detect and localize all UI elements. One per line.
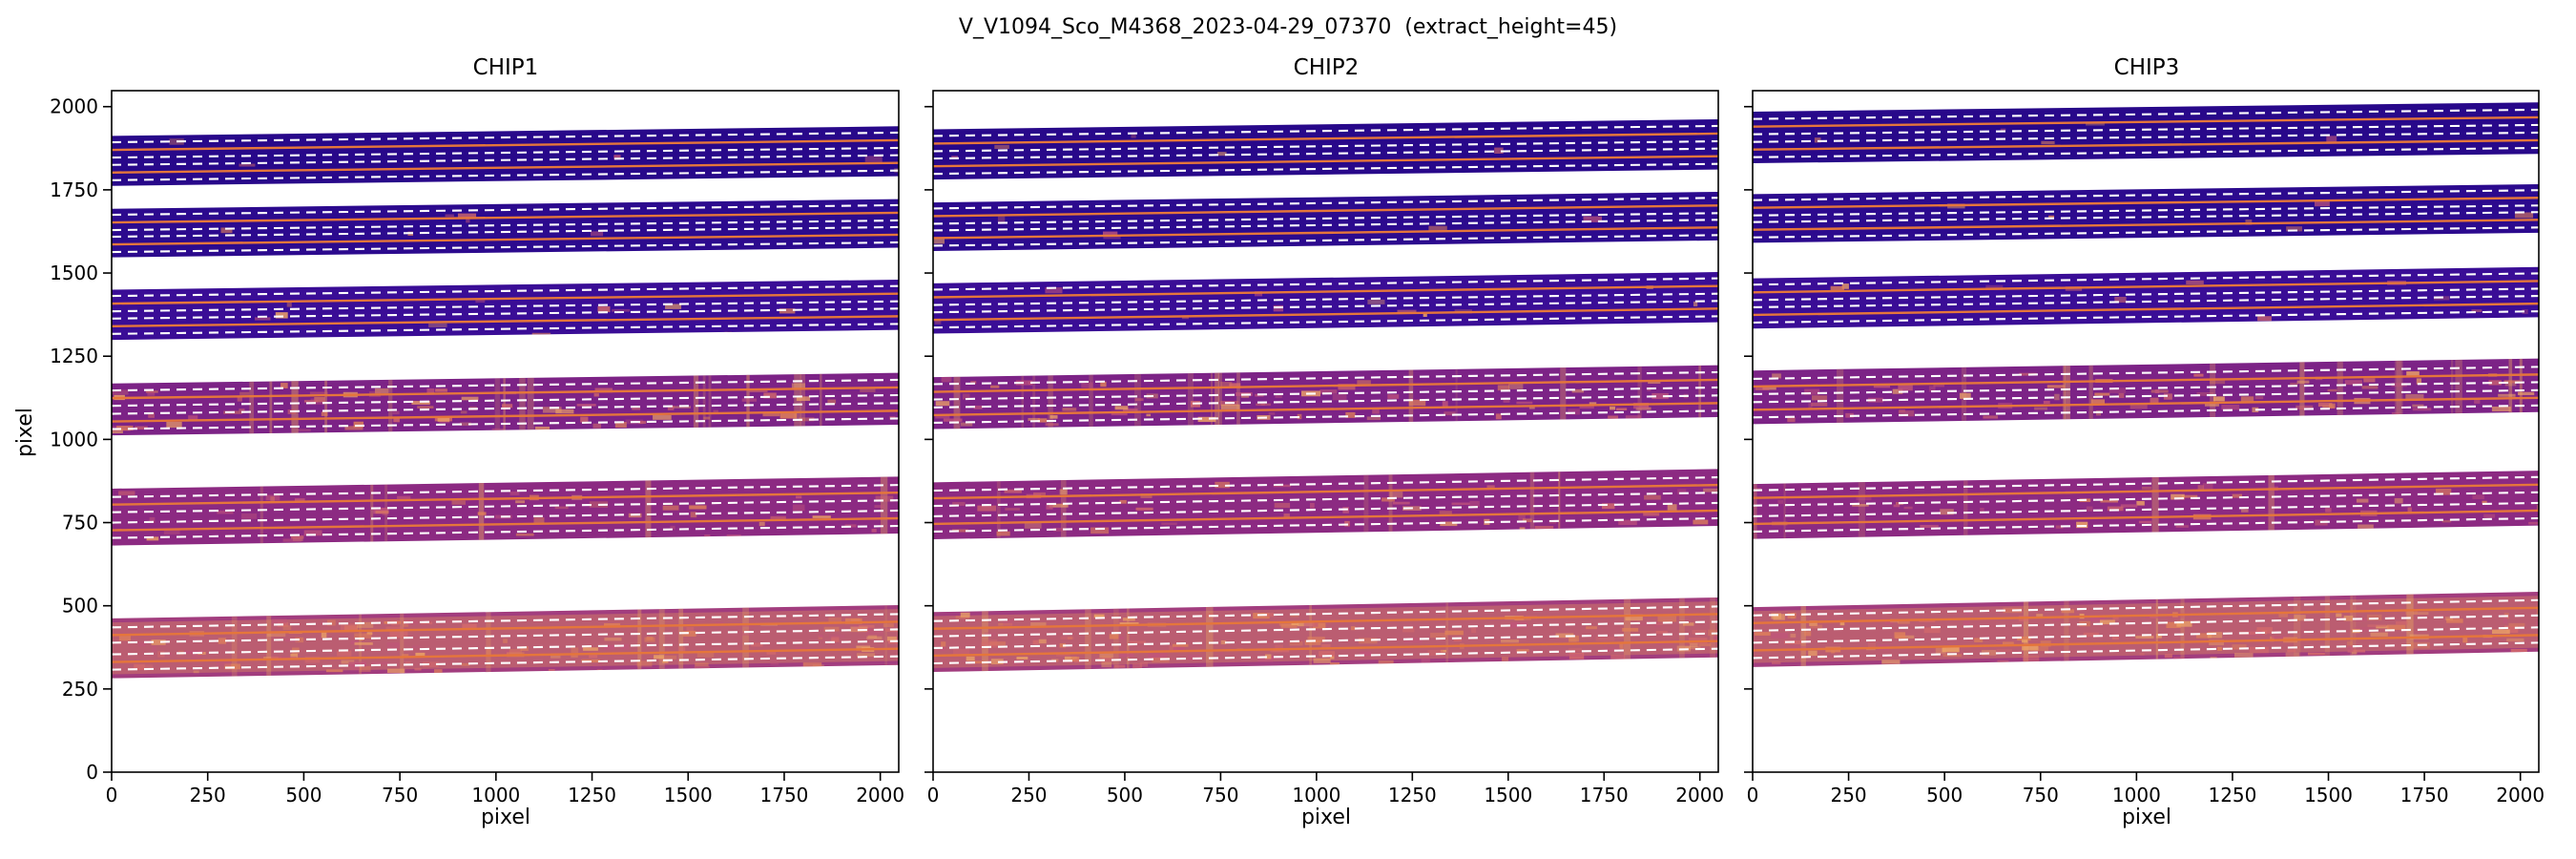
svg-text:2000: 2000: [856, 784, 904, 807]
svg-text:1000: 1000: [2112, 784, 2161, 807]
svg-text:1250: 1250: [1388, 784, 1437, 807]
svg-text:1500: 1500: [664, 784, 713, 807]
svg-text:250: 250: [62, 678, 98, 701]
svg-text:250: 250: [1010, 784, 1047, 807]
svg-text:1000: 1000: [50, 428, 98, 450]
svg-text:1500: 1500: [1484, 784, 1532, 807]
svg-text:1250: 1250: [2208, 784, 2256, 807]
x-axis-label-chip2: pixel: [1300, 806, 1352, 829]
svg-text:0: 0: [927, 784, 940, 807]
svg-text:500: 500: [1107, 784, 1143, 807]
svg-text:1750: 1750: [2400, 784, 2449, 807]
svg-text:500: 500: [62, 595, 98, 618]
svg-text:1250: 1250: [50, 345, 98, 367]
svg-text:750: 750: [62, 512, 98, 534]
svg-text:1750: 1750: [1580, 784, 1629, 807]
svg-text:1750: 1750: [760, 784, 809, 807]
svg-text:1750: 1750: [50, 178, 98, 201]
svg-text:1250: 1250: [568, 784, 616, 807]
svg-text:250: 250: [190, 784, 226, 807]
x-axis-label-chip1: pixel: [480, 806, 531, 829]
panel-title-chip3: CHIP3: [2113, 55, 2180, 80]
svg-text:2000: 2000: [50, 95, 98, 118]
svg-text:250: 250: [1830, 784, 1866, 807]
svg-text:500: 500: [1926, 784, 1963, 807]
svg-text:750: 750: [2023, 784, 2059, 807]
x-axis-label-chip3: pixel: [2121, 806, 2172, 829]
svg-text:2000: 2000: [2496, 784, 2545, 807]
svg-text:1000: 1000: [471, 784, 520, 807]
panel-title-chip1: CHIP1: [472, 55, 539, 80]
panel-title-chip2: CHIP2: [1293, 55, 1360, 80]
svg-text:0: 0: [86, 761, 98, 784]
svg-text:750: 750: [1202, 784, 1238, 807]
svg-text:0: 0: [106, 784, 118, 807]
figure-title: V_V1094_Sco_M4368_2023-04-29_07370 (extr…: [958, 15, 1618, 39]
svg-text:0: 0: [1747, 784, 1759, 807]
svg-text:500: 500: [285, 784, 322, 807]
svg-text:2000: 2000: [1675, 784, 1724, 807]
svg-text:1000: 1000: [1292, 784, 1340, 807]
svg-text:1500: 1500: [50, 262, 98, 284]
svg-text:750: 750: [382, 784, 418, 807]
svg-text:1500: 1500: [2304, 784, 2353, 807]
